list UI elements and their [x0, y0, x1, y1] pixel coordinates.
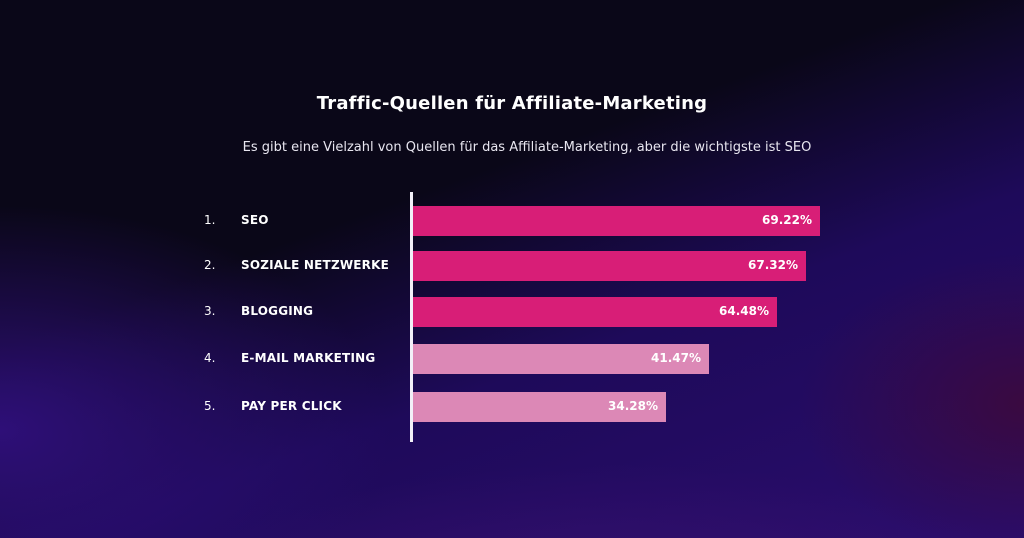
bar: 41.47% — [413, 344, 709, 374]
category-label: BLOGGING — [241, 304, 314, 318]
bar: 69.22% — [413, 206, 820, 236]
bar-value-label: 67.32% — [748, 258, 798, 272]
category-label: PAY PER CLICK — [241, 399, 342, 413]
category-label: SOZIALE NETZWERKE — [241, 258, 390, 272]
y-axis-line — [410, 192, 413, 442]
bar-row-soziale-netzwerke: 2. SOZIALE NETZWERKE 67.32% — [0, 251, 1024, 281]
chart-title: Traffic-Quellen für Affiliate-Marketing — [316, 93, 708, 114]
bar: 67.32% — [413, 251, 806, 281]
rank-number: 2. — [204, 258, 216, 272]
bar-value-label: 41.47% — [651, 351, 701, 365]
bar-row-pay-per-click: 5. PAY PER CLICK 34.28% — [0, 392, 1024, 422]
bar-row-seo: 1. SEO 69.22% — [0, 206, 1024, 236]
bar-value-label: 64.48% — [719, 304, 769, 318]
bar-row-blogging: 3. BLOGGING 64.48% — [0, 297, 1024, 327]
bar-value-label: 69.22% — [762, 213, 812, 227]
bar-row-email-marketing: 4. E-MAIL MARKETING 41.47% — [0, 344, 1024, 374]
rank-number: 3. — [204, 304, 216, 318]
bar: 34.28% — [413, 392, 666, 422]
category-label: E-MAIL MARKETING — [241, 351, 376, 365]
bar-value-label: 34.28% — [608, 399, 658, 413]
rank-number: 5. — [204, 399, 216, 413]
rank-number: 4. — [204, 351, 216, 365]
bar: 64.48% — [413, 297, 777, 327]
rank-number: 1. — [204, 213, 216, 227]
category-label: SEO — [241, 213, 269, 227]
chart-subtitle: Es gibt eine Vielzahl von Quellen für da… — [242, 140, 812, 155]
